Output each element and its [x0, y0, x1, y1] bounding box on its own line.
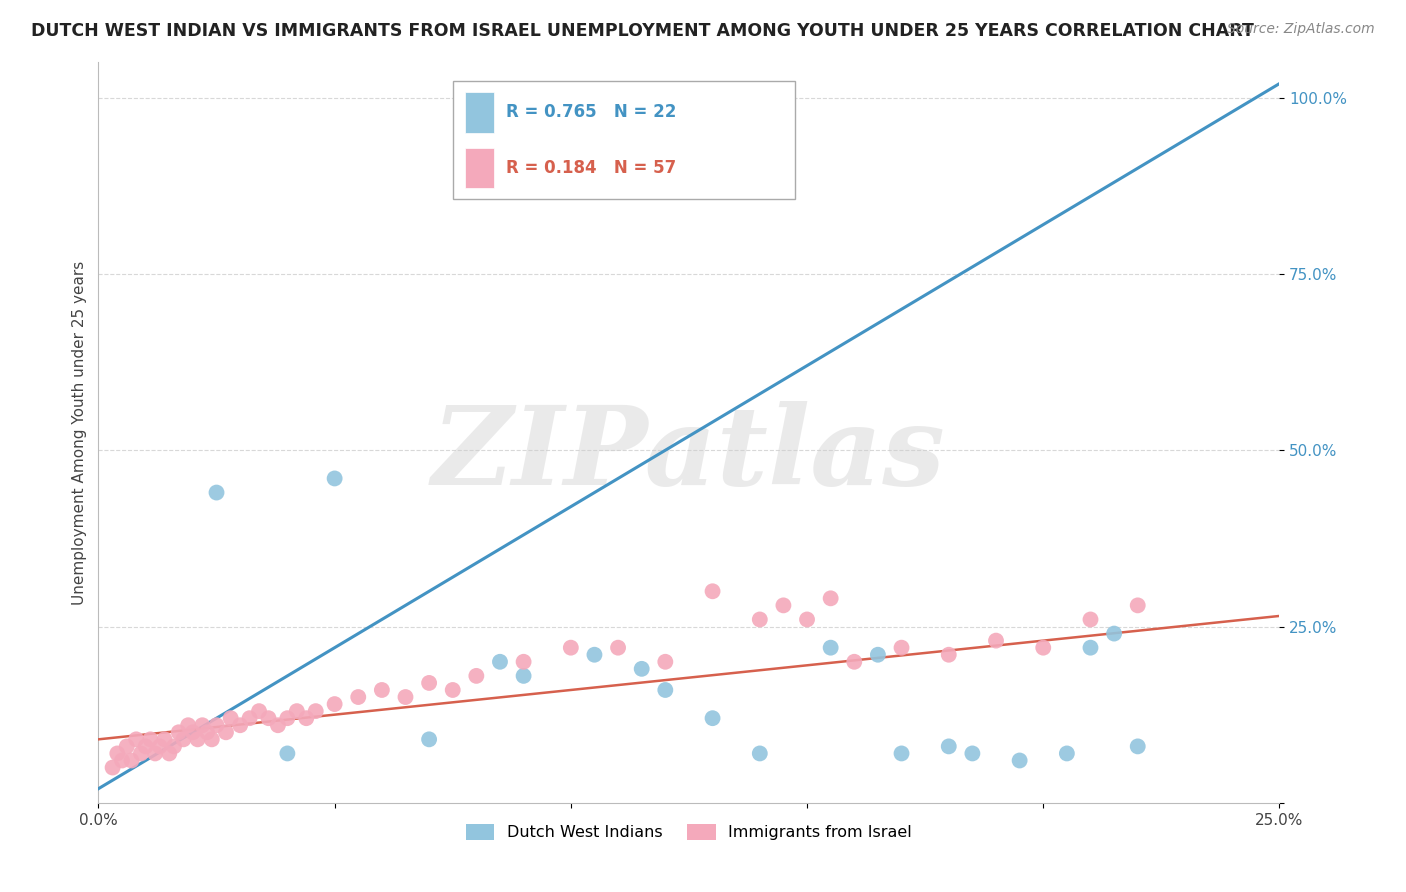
Point	[276, 747, 298, 761]
Point	[820, 591, 842, 606]
Point	[418, 676, 440, 690]
Point	[157, 747, 180, 761]
Text: Source: ZipAtlas.com: Source: ZipAtlas.com	[1227, 22, 1375, 37]
Point	[323, 697, 346, 711]
Point	[153, 732, 176, 747]
Text: R = 0.765   N = 22: R = 0.765 N = 22	[506, 103, 676, 121]
Point	[115, 739, 138, 754]
Point	[441, 683, 464, 698]
Point	[201, 732, 224, 747]
Point	[167, 725, 190, 739]
Point	[163, 739, 186, 754]
Text: ZIPatlas: ZIPatlas	[432, 401, 946, 508]
Point	[125, 732, 148, 747]
Point	[748, 612, 770, 626]
Point	[560, 640, 582, 655]
Point	[1080, 612, 1102, 626]
Y-axis label: Unemployment Among Youth under 25 years: Unemployment Among Youth under 25 years	[72, 260, 87, 605]
Point	[938, 648, 960, 662]
Point	[512, 655, 534, 669]
Point	[323, 471, 346, 485]
Point	[105, 747, 128, 761]
Point	[866, 648, 889, 662]
Point	[938, 739, 960, 754]
Point	[1126, 599, 1149, 613]
Point	[172, 732, 194, 747]
Point	[191, 718, 214, 732]
Point	[205, 485, 228, 500]
Point	[1102, 626, 1125, 640]
Point	[890, 640, 912, 655]
Point	[229, 718, 252, 732]
Point	[111, 754, 134, 768]
Point	[465, 669, 488, 683]
Point	[418, 732, 440, 747]
FancyBboxPatch shape	[453, 81, 796, 200]
Point	[1032, 640, 1054, 655]
Point	[962, 747, 984, 761]
Point	[305, 704, 328, 718]
Point	[257, 711, 280, 725]
Point	[195, 725, 218, 739]
Point	[129, 747, 152, 761]
Point	[143, 747, 166, 761]
Point	[607, 640, 630, 655]
Point	[512, 669, 534, 683]
Point	[181, 725, 204, 739]
Point	[844, 655, 866, 669]
Point	[1008, 754, 1031, 768]
Point	[1056, 747, 1078, 761]
Point	[394, 690, 416, 704]
Text: R = 0.184   N = 57: R = 0.184 N = 57	[506, 159, 676, 177]
Point	[239, 711, 262, 725]
Point	[219, 711, 242, 725]
Legend: Dutch West Indians, Immigrants from Israel: Dutch West Indians, Immigrants from Isra…	[460, 817, 918, 847]
Point	[215, 725, 238, 739]
Point	[101, 760, 124, 774]
Point	[149, 739, 172, 754]
Point	[984, 633, 1007, 648]
Point	[285, 704, 308, 718]
Point	[820, 640, 842, 655]
Point	[177, 718, 200, 732]
Point	[583, 648, 606, 662]
Point	[772, 599, 794, 613]
Point	[295, 711, 318, 725]
Point	[121, 754, 143, 768]
Point	[371, 683, 394, 698]
Point	[654, 683, 676, 698]
Point	[135, 739, 157, 754]
Text: DUTCH WEST INDIAN VS IMMIGRANTS FROM ISRAEL UNEMPLOYMENT AMONG YOUTH UNDER 25 YE: DUTCH WEST INDIAN VS IMMIGRANTS FROM ISR…	[31, 22, 1254, 40]
Point	[187, 732, 209, 747]
Point	[1080, 640, 1102, 655]
Point	[654, 655, 676, 669]
FancyBboxPatch shape	[464, 92, 494, 133]
Point	[796, 612, 818, 626]
Point	[205, 718, 228, 732]
Point	[139, 732, 162, 747]
FancyBboxPatch shape	[464, 147, 494, 188]
Point	[489, 655, 512, 669]
Point	[702, 584, 724, 599]
Point	[748, 747, 770, 761]
Point	[276, 711, 298, 725]
Point	[630, 662, 652, 676]
Point	[890, 747, 912, 761]
Point	[247, 704, 270, 718]
Point	[1126, 739, 1149, 754]
Point	[267, 718, 290, 732]
Point	[347, 690, 370, 704]
Point	[702, 711, 724, 725]
